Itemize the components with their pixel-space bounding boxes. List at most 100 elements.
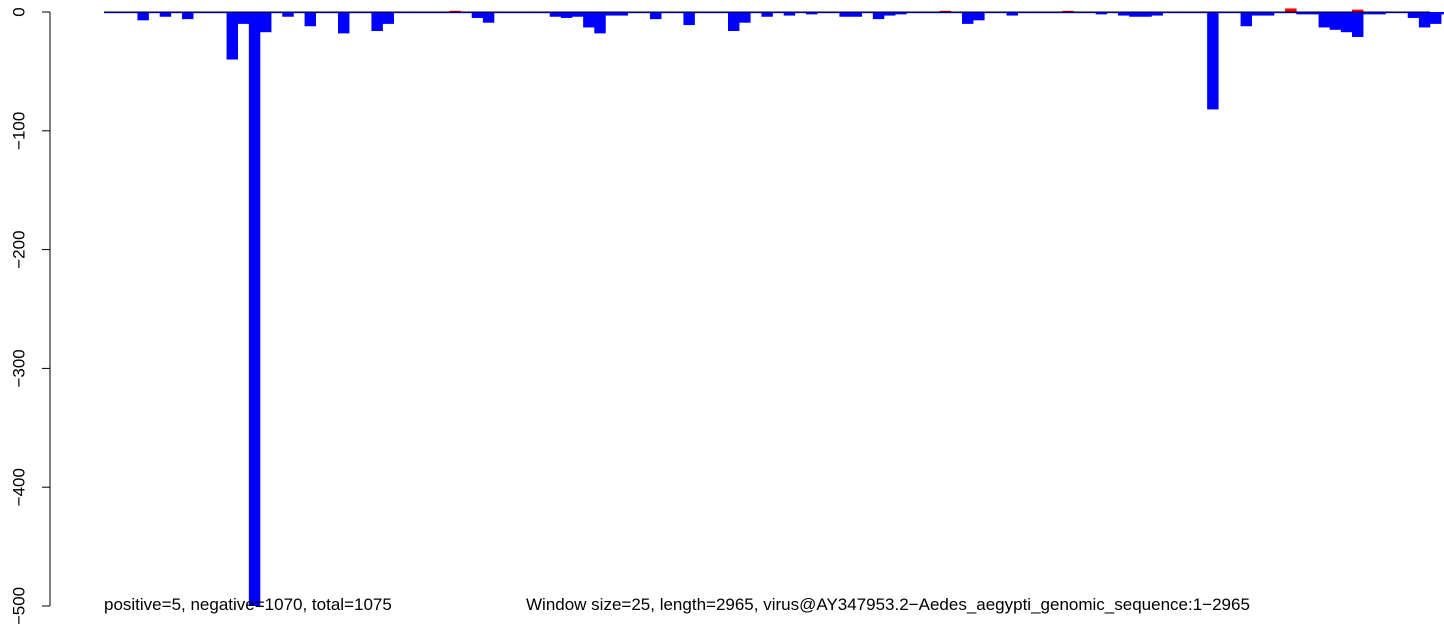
y-tick-label: −300 (9, 349, 28, 387)
bar-negative (393, 12, 406, 14)
bar-negative (427, 12, 439, 14)
bar-negative (1084, 12, 1097, 14)
bar-negative (1073, 12, 1085, 14)
bar-negative (1051, 12, 1063, 14)
bar-negative (538, 12, 551, 14)
bar-negative (326, 12, 339, 14)
bar-negative (1196, 12, 1208, 14)
bar-negative (126, 12, 138, 14)
bar-negative (1095, 12, 1108, 15)
bar-negative (1363, 12, 1375, 15)
bar-negative (505, 12, 517, 14)
summary-counts-text: positive=5, negative=1070, total=1075 (104, 595, 392, 614)
bar-negative (1207, 12, 1219, 110)
bar-negative (494, 12, 506, 14)
bar-negative (1307, 12, 1319, 15)
bar-negative (817, 12, 829, 14)
y-tick-label: −400 (9, 468, 28, 506)
bar-negative (1106, 12, 1119, 14)
bar-negative (282, 12, 294, 17)
bar-negative (1418, 12, 1431, 28)
y-tick-label: −100 (9, 112, 28, 150)
bar-negative (683, 12, 695, 26)
bar-negative (794, 12, 807, 14)
bar-negative (806, 12, 818, 15)
bar-negative (237, 12, 250, 24)
bar-negative (1129, 12, 1141, 17)
bar-positive (939, 10, 952, 12)
bar-negative (594, 12, 606, 34)
bar-negative (338, 12, 350, 34)
bar-negative (850, 12, 863, 17)
bar-negative (293, 12, 305, 14)
bar-negative (1407, 12, 1420, 18)
bar-negative (939, 12, 952, 14)
bar-negative (1118, 12, 1130, 16)
bar-negative (772, 12, 785, 14)
bar-negative (1017, 12, 1030, 14)
bar-negative (1040, 12, 1052, 14)
bars-group (104, 8, 1444, 606)
bar-negative (950, 12, 963, 14)
bar-negative (1006, 12, 1019, 16)
bar-negative (115, 12, 127, 14)
bar-negative (1430, 12, 1442, 24)
bar-negative (1184, 12, 1197, 14)
bar-negative (1385, 12, 1397, 14)
bar-negative (861, 12, 874, 14)
bar-negative (616, 12, 629, 16)
bar-negative (1229, 12, 1241, 14)
bar-negative (1285, 12, 1297, 14)
bar-negative (928, 12, 941, 14)
bar-negative (170, 12, 183, 14)
window-info-text: Window size=25, length=2965, virus@AY347… (526, 595, 1250, 614)
bar-negative (371, 12, 383, 32)
bar-negative (193, 12, 205, 14)
bar-negative (705, 12, 718, 14)
bar-negative (872, 12, 885, 20)
bar-negative (471, 12, 484, 18)
bar-negative (1240, 12, 1253, 27)
bar-negative (962, 12, 974, 24)
bar-negative (271, 12, 283, 14)
bar-negative (761, 12, 773, 17)
bar-negative (1162, 12, 1175, 14)
bar-negative (527, 12, 539, 14)
bar-negative (672, 12, 684, 14)
bar-negative (1374, 12, 1386, 15)
bar-negative (349, 12, 361, 14)
bar-negative (750, 12, 762, 14)
bar-negative (739, 12, 751, 23)
bar-negative (694, 12, 707, 14)
bar-negative (828, 12, 840, 14)
bar-negative (1262, 12, 1275, 16)
bar-negative (650, 12, 662, 20)
bar-positive (1285, 8, 1297, 12)
bar-negative (404, 12, 417, 14)
bar-negative (516, 12, 528, 14)
bar-negative (1274, 12, 1286, 14)
bar-negative (104, 12, 116, 14)
bar-negative (360, 12, 372, 14)
bar-negative (449, 12, 461, 14)
bar-positive (449, 10, 461, 12)
bar-negative (661, 12, 673, 14)
bar-negative (917, 12, 929, 14)
bar-negative (839, 12, 851, 17)
bar-negative (627, 12, 640, 14)
bar-negative (638, 12, 651, 14)
bar-negative (1396, 12, 1409, 14)
bar-negative (1140, 12, 1152, 17)
bar-negative (1251, 12, 1264, 16)
bar-negative (984, 12, 996, 14)
y-tick-label: 0 (9, 7, 28, 16)
y-axis: 0 −100 −200 −300 −400 −500 (9, 7, 51, 624)
bar-negative (182, 12, 194, 20)
bar-negative (605, 12, 617, 16)
bar-negative (1218, 12, 1230, 14)
bar-negative (1441, 12, 1444, 15)
bar-negative (560, 12, 573, 18)
bar-negative (215, 12, 227, 14)
bar-negative (1329, 12, 1342, 30)
